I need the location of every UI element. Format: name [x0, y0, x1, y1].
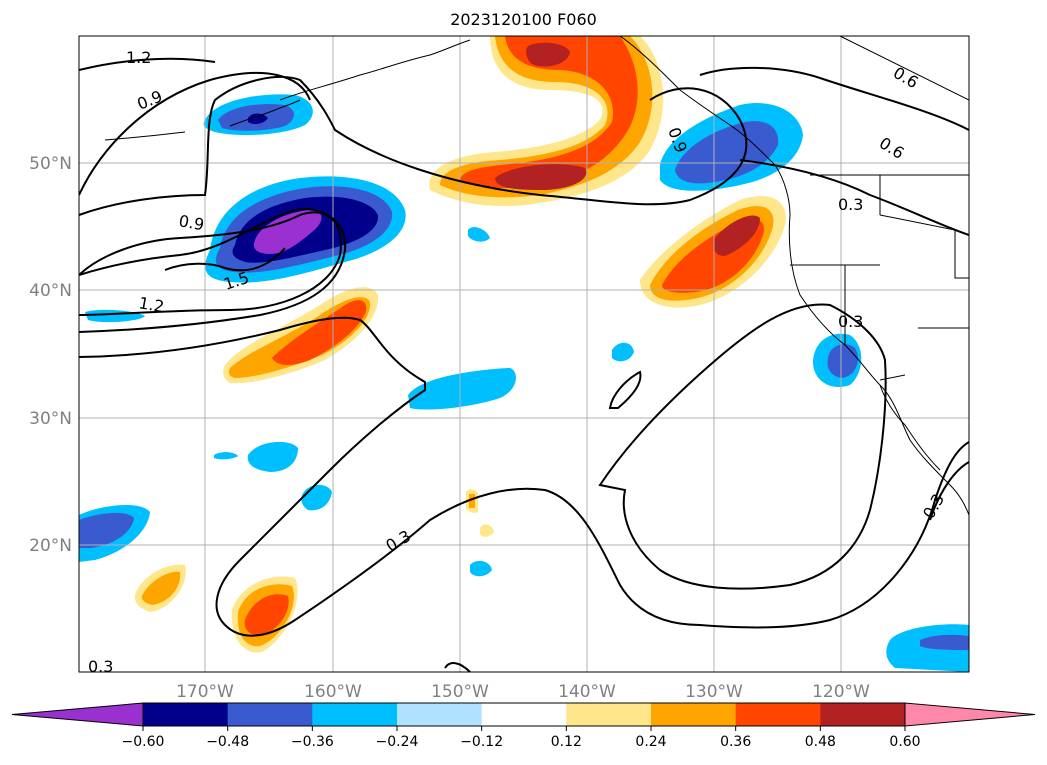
- graticule: [79, 36, 969, 672]
- colorbar-extend-min: [11, 702, 144, 727]
- colorbar-segments: [11, 702, 1036, 727]
- lon-label: 170°W: [176, 682, 234, 702]
- lon-label: 150°W: [431, 682, 489, 702]
- contour-label: 0.3: [88, 657, 113, 676]
- lon-label: 130°W: [685, 682, 743, 702]
- colorbar-segment: [227, 703, 313, 726]
- lat-label: 50°N: [29, 154, 72, 174]
- lon-label: 140°W: [558, 682, 616, 702]
- colorbar-tick-label: −0.48: [206, 734, 249, 750]
- colorbar-tick-label: 0.24: [635, 734, 666, 750]
- latitude-labels: 50°N 40°N 30°N 20°N: [29, 154, 72, 556]
- colorbar-ticks: −0.60 −0.48 −0.36 −0.24 −0.12 0.12 0.24 0.36 0.4…: [122, 726, 921, 750]
- lat-label: 20°N: [29, 536, 72, 556]
- map-frame: [78, 35, 970, 673]
- colorbar-tick-label: 0.12: [551, 734, 582, 750]
- lat-label: 30°N: [29, 409, 72, 429]
- lat-label: 40°N: [29, 281, 72, 301]
- colorbar-segment: [481, 703, 567, 726]
- colorbar-segment: [735, 703, 821, 726]
- map-title: 2023120100 F060: [450, 10, 597, 29]
- colorbar-tick-label: 0.36: [720, 734, 751, 750]
- contour-label-group: 1.2 0.9 0.9 1.5 1.2 0.9 0.6 0.6 0.3 0.3 …: [88, 48, 948, 676]
- contour-label: 1.2: [126, 48, 151, 67]
- colorbar-segment: [651, 703, 737, 726]
- longitude-labels: 170°W 160°W 150°W 140°W 130°W 120°W: [176, 682, 870, 702]
- colorbar-tick-label: −0.24: [376, 734, 419, 750]
- colorbar-segment: [820, 703, 906, 726]
- lon-label: 120°W: [812, 682, 870, 702]
- colorbar-segment: [312, 703, 398, 726]
- colorbar-tick-label: −0.60: [122, 734, 165, 750]
- shaded-fields: [79, 36, 969, 672]
- colorbar-segment: [143, 703, 229, 726]
- colorbar-tick-label: −0.36: [291, 734, 334, 750]
- contour-label: 0.3: [838, 195, 863, 214]
- colorbar-segment: [397, 703, 483, 726]
- colorbar-tick-label: 0.48: [805, 734, 836, 750]
- colorbar-segment: [566, 703, 652, 726]
- contour-label: 1.2: [137, 293, 165, 316]
- colorbar-tick-label: 0.60: [889, 734, 920, 750]
- contour-label: 0.9: [177, 211, 205, 234]
- contours: [79, 57, 969, 672]
- colorbar: −0.60 −0.48 −0.36 −0.24 −0.12 0.12 0.24 0.36 0.4…: [11, 702, 1036, 750]
- colorbar-extend-max: [904, 702, 1036, 727]
- contour-label: 0.3: [838, 312, 863, 331]
- map-layers: 1.2 0.9 0.9 1.5 1.2 0.9 0.6 0.6 0.3 0.3 …: [79, 36, 969, 676]
- colorbar-tick-label: −0.12: [460, 734, 503, 750]
- lon-label: 160°W: [304, 682, 362, 702]
